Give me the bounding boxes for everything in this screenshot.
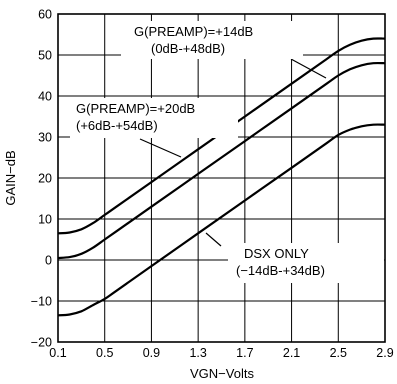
series-line-g-preamp-14db	[57, 61, 386, 260]
y-tick-label: −10	[31, 295, 52, 309]
x-tick-label: 1.7	[236, 346, 253, 360]
annotation-bg-preamp20	[70, 98, 238, 138]
leader-preamp20	[139, 138, 182, 158]
tick-labels: 0.1 0.5 0.9 1.3 1.7 2.1 2.5 2.9 −20 −10 0 10 20 30 40 5…	[31, 8, 394, 361]
leader-dsx	[205, 232, 222, 247]
y-tick-label: 60	[38, 8, 52, 22]
annotation-preamp14-line2: (0dB-+48dB)	[151, 41, 225, 56]
annotation-preamp20-line2: (+6dB-+54dB)	[76, 118, 158, 133]
y-tick-label: 50	[38, 49, 52, 63]
x-tick-label: 2.1	[283, 346, 300, 360]
plot-frame	[57, 13, 386, 343]
x-tick-label: 0.1	[49, 346, 66, 360]
annotation-bg-preamp14	[121, 21, 303, 59]
annotation-preamp20-line1: G(PREAMP)=+20dB	[76, 101, 195, 116]
y-axis-title: GAIN−dB	[3, 150, 18, 205]
x-tick-label: 1.3	[189, 346, 206, 360]
y-tick-label: 40	[38, 90, 52, 104]
y-tick-label: 30	[38, 131, 52, 145]
grid-lines	[58, 14, 385, 342]
annotation-dsx-line1: DSX ONLY	[244, 246, 309, 261]
leader-preamp14	[290, 58, 327, 79]
series-line-dsx-only	[57, 123, 386, 317]
annotation-preamp14-line1: G(PREAMP)=+14dB	[134, 24, 253, 39]
x-tick-label: 2.5	[330, 346, 347, 360]
y-tick-label: 0	[45, 254, 52, 268]
x-tick-label: 2.9	[376, 346, 393, 360]
x-tick-label: 0.5	[96, 346, 113, 360]
y-tick-label: 20	[38, 172, 52, 186]
annotation-bg-dsx	[228, 243, 384, 283]
y-tick-label: −20	[31, 336, 52, 350]
x-axis-title: VGN−Volts	[190, 366, 254, 381]
y-tick-label: 10	[38, 213, 52, 227]
x-tick-label: 0.9	[143, 346, 160, 360]
annotation-dsx-line2: (−14dB-+34dB)	[236, 263, 325, 278]
